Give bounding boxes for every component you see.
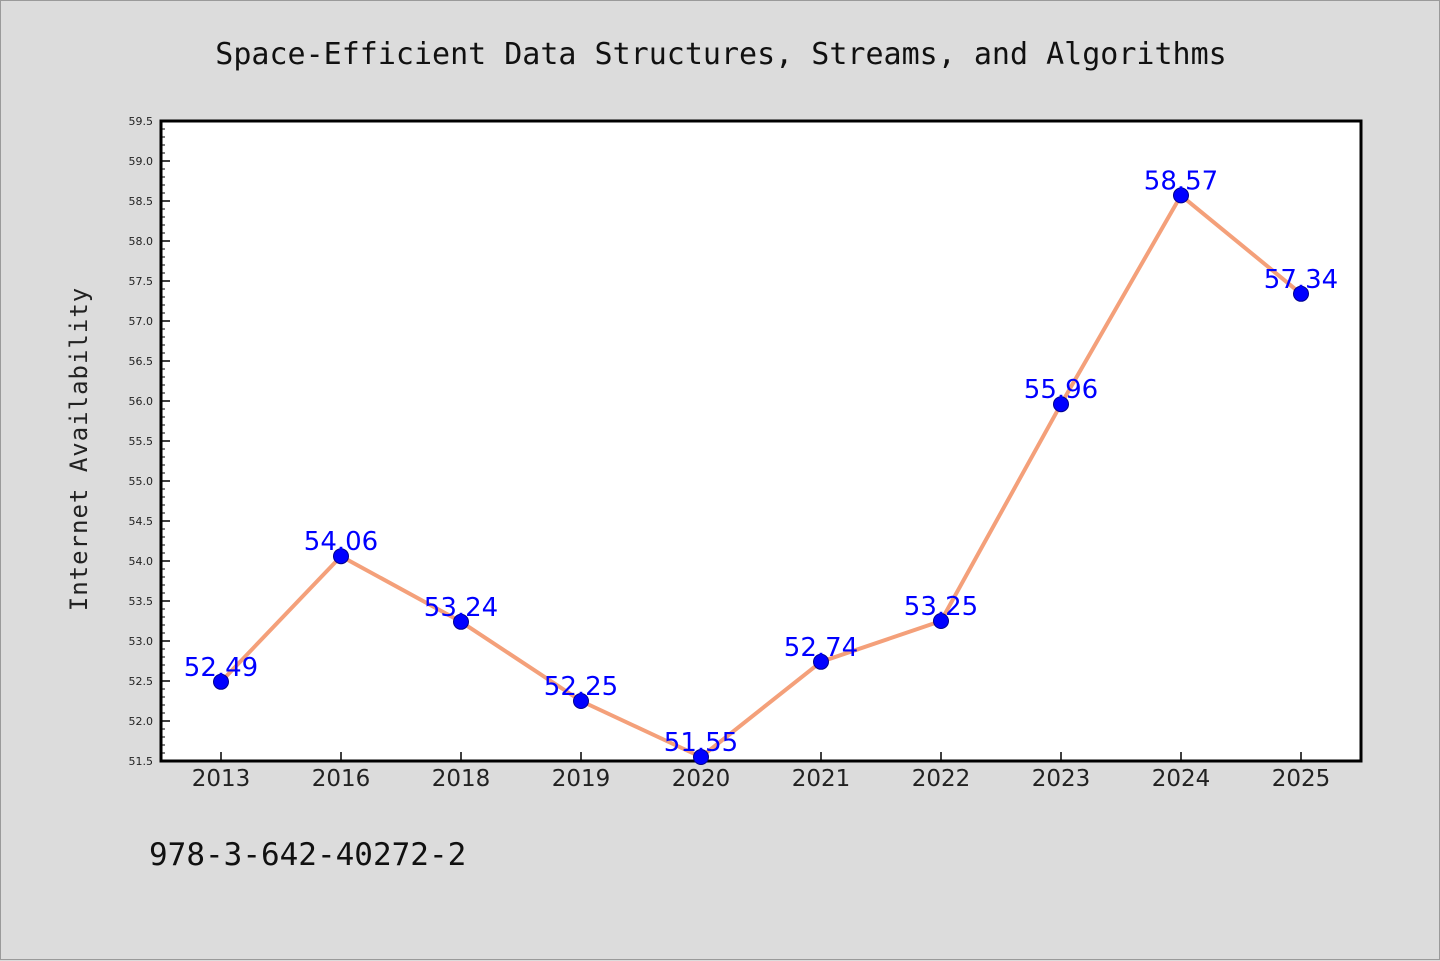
y-tick-label: 53.5 — [129, 595, 154, 608]
isbn-text: 978-3-642-40272-2 — [149, 837, 466, 873]
x-tick-label: 2016 — [312, 766, 371, 792]
data-label: 53.25 — [904, 592, 978, 622]
data-point — [213, 673, 229, 690]
y-tick-label: 56.0 — [129, 395, 154, 408]
y-tick-label: 57.0 — [129, 315, 154, 328]
data-point — [1293, 285, 1309, 302]
y-tick-label: 52.0 — [129, 715, 154, 728]
y-tick-label: 53.0 — [129, 635, 154, 648]
y-axis-ticks: 51.5 52.0 52.5 53.0 53.5 54.0 54.5 55.0 55.5 56.0… — [129, 115, 170, 768]
data-point — [693, 749, 709, 765]
plot-area — [159, 119, 1363, 763]
y-tick-label: 56.5 — [129, 355, 154, 368]
y-tick-label: 52.5 — [129, 675, 154, 688]
x-axis-ticks: 2013 2016 2018 2019 2020 2021 2022 2023 2024 2025 — [192, 752, 1331, 792]
y-tick-label: 54.5 — [129, 515, 154, 528]
x-tick-label: 2013 — [192, 766, 251, 792]
x-tick-label: 2023 — [1032, 766, 1091, 792]
y-tick-label: 55.5 — [129, 435, 154, 448]
y-tick-label: 58.0 — [129, 235, 154, 248]
x-tick-label: 2021 — [792, 766, 851, 792]
x-tick-label: 2018 — [432, 766, 491, 792]
data-point — [333, 548, 349, 565]
data-labels: 52.49 54.06 53.24 52.25 51.55 52.74 53.25 55.96… — [184, 166, 1338, 758]
x-tick-label: 2025 — [1272, 766, 1331, 792]
data-label: 55.96 — [1024, 375, 1098, 405]
x-tick-label: 2024 — [1152, 766, 1211, 792]
data-label: 54.06 — [304, 527, 378, 557]
chart-title: Space-Efficient Data Structures, Streams… — [215, 37, 1226, 72]
y-tick-label: 59.5 — [129, 115, 154, 128]
data-label: 52.49 — [184, 653, 258, 683]
data-point — [1053, 396, 1069, 413]
series-markers — [213, 187, 1309, 765]
data-label: 58.57 — [1144, 166, 1218, 196]
series-line — [219, 193, 1303, 759]
y-tick-label: 58.5 — [129, 195, 154, 208]
series-lines — [219, 193, 1303, 759]
y-axis-label: Internet Availability — [65, 287, 93, 611]
y-tick-label: 54.0 — [129, 555, 154, 568]
data-point — [933, 613, 949, 629]
data-point — [1173, 187, 1189, 204]
data-label: 53.24 — [424, 593, 498, 623]
data-label: 52.74 — [784, 633, 858, 663]
y-tick-label: 59.0 — [129, 155, 154, 168]
x-tick-label: 2022 — [912, 766, 971, 792]
y-tick-label: 55.0 — [129, 475, 154, 488]
y-tick-label: 51.5 — [129, 755, 154, 768]
data-label: 57.34 — [1264, 265, 1338, 295]
data-point — [813, 653, 829, 670]
data-point — [453, 613, 469, 630]
x-tick-label: 2020 — [672, 766, 731, 792]
data-label: 51.55 — [664, 728, 738, 758]
y-tick-label: 57.5 — [129, 275, 154, 288]
data-point — [573, 693, 589, 709]
x-tick-label: 2019 — [552, 766, 611, 792]
data-label: 52.25 — [544, 672, 618, 702]
